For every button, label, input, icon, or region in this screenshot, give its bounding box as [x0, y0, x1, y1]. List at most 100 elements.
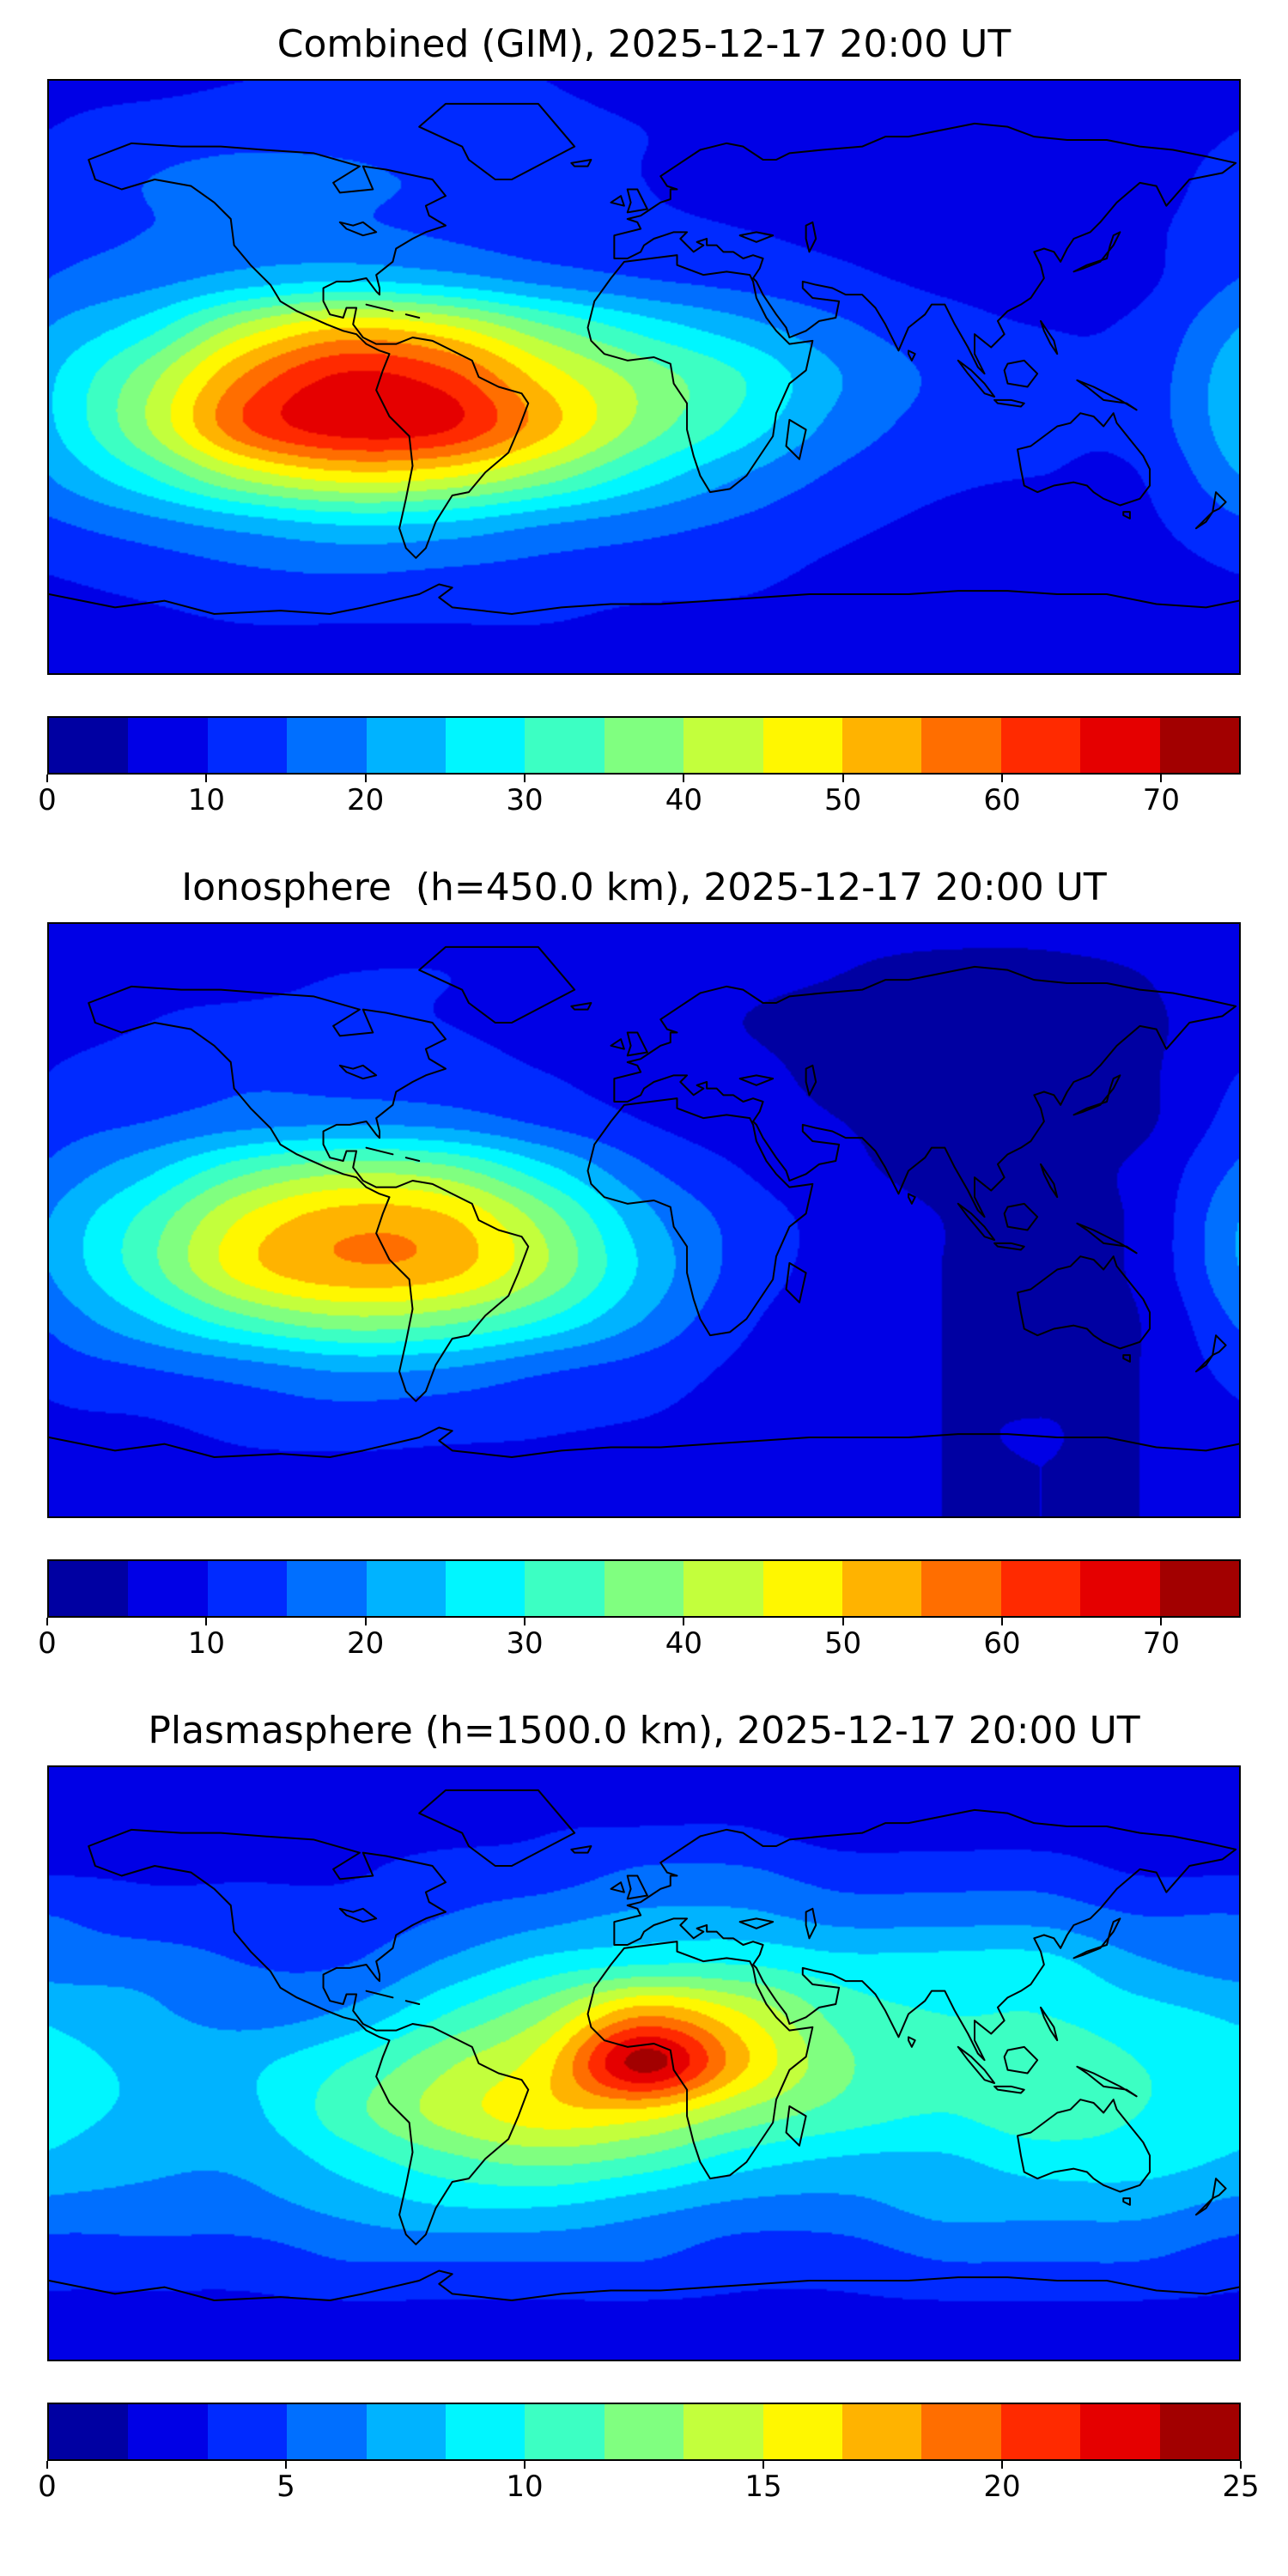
colorbar-tick-mark [524, 1618, 526, 1625]
colorbar-tick-mark [762, 2461, 764, 2469]
colorbar-tick-mark [683, 775, 685, 782]
colorbar-segment [1080, 1561, 1160, 1616]
colorbar-tick-label: 60 [983, 1626, 1021, 1661]
colorbar-segment [128, 718, 208, 773]
colorbar-segment [287, 1561, 367, 1616]
colorbar-segment [366, 2404, 447, 2459]
map-combined [47, 79, 1241, 675]
colorbar-segment [128, 2404, 208, 2459]
colorbar-tick-label: 20 [983, 2470, 1021, 2504]
tec-heatmap-canvas-plasmasphere [49, 1767, 1239, 2360]
colorbar-segment [49, 2404, 129, 2459]
colorbar-tick-mark [1001, 2461, 1003, 2469]
colorbar-segment [366, 1561, 447, 1616]
colorbar-segment [525, 2404, 605, 2459]
colorbar-combined [47, 716, 1241, 775]
colorbar-tick-label: 20 [347, 1626, 385, 1661]
colorbar-tick-mark [1001, 775, 1003, 782]
colorbar-tick-mark [1240, 2461, 1242, 2469]
colorbar-tick-mark [841, 775, 844, 782]
colorbar-tick-label: 0 [38, 1626, 57, 1661]
colorbar-segment [1159, 718, 1240, 773]
colorbar-tick-label: 0 [38, 2470, 57, 2504]
colorbar-segment [525, 718, 605, 773]
colorbar-tick-label: 50 [824, 1626, 862, 1661]
colorbar-segment [604, 718, 684, 773]
colorbar-segment [207, 2404, 288, 2459]
coastlines-overlay [49, 924, 1239, 1516]
panel-title-combined: Combined (GIM), 2025-12-17 20:00 UT [276, 22, 1012, 66]
colorbar-tick-label: 10 [506, 2470, 544, 2504]
colorbar-segment [762, 2404, 843, 2459]
colorbar-tick-label: 70 [1142, 783, 1180, 817]
colorbar-segment [446, 718, 526, 773]
colorbar-segment [1159, 1561, 1240, 1616]
colorbar-tick-mark [524, 2461, 526, 2469]
map-plasmasphere [47, 1765, 1241, 2361]
panel-title-plasmasphere: Plasmasphere (h=1500.0 km), 2025-12-17 2… [148, 1709, 1140, 1753]
colorbar-segment [287, 2404, 367, 2459]
map-ionosphere [47, 922, 1241, 1518]
colorbar-segment [921, 2404, 1001, 2459]
colorbar-tick-mark [683, 1618, 685, 1625]
colorbar-segment [921, 718, 1001, 773]
colorbar-ticks-plasmasphere: 0 5 10 15 20 25 [38, 2461, 1260, 2506]
colorbar-segment [49, 718, 129, 773]
colorbar-ticks-ionosphere: 0 10 20 30 40 50 60 70 [38, 1618, 1241, 1662]
colorbar-segment [1000, 1561, 1081, 1616]
colorbar-segment [1000, 718, 1081, 773]
colorbar-tick-label: 40 [665, 1626, 702, 1661]
tec-heatmap-canvas-combined [49, 81, 1239, 673]
colorbar-tick-mark [46, 2461, 48, 2469]
colorbar-segment [683, 1561, 763, 1616]
colorbar-segment [207, 718, 288, 773]
colorbar-segment [128, 1561, 208, 1616]
colorbar-segment [1080, 2404, 1160, 2459]
colorbar-tick-label: 10 [187, 783, 225, 817]
panel-combined: Combined (GIM), 2025-12-17 20:00 UT 0 10 2… [0, 0, 1288, 819]
colorbar-segment [49, 1561, 129, 1616]
colorbar-tick-label: 10 [187, 1626, 225, 1661]
colorbar-tick-label: 20 [347, 783, 385, 817]
colorbar-segment [207, 1561, 288, 1616]
colorbar-segment [1159, 2404, 1240, 2459]
colorbar-tick-label: 25 [1222, 2470, 1260, 2504]
colorbar-tick-mark [841, 1618, 844, 1625]
colorbar-tick-mark [1160, 775, 1163, 782]
colorbar-tick-mark [285, 2461, 287, 2469]
colorbar-segment [762, 1561, 843, 1616]
coastlines-overlay [49, 81, 1239, 673]
colorbar-segment [762, 718, 843, 773]
colorbar-segment [683, 2404, 763, 2459]
colorbar-tick-label: 60 [983, 783, 1021, 817]
colorbar-tick-label: 5 [276, 2470, 295, 2504]
colorbar-segment [287, 718, 367, 773]
colorbar-segment [842, 718, 922, 773]
colorbar-segment [1000, 2404, 1081, 2459]
colorbar-tick-mark [364, 775, 367, 782]
colorbar-ionosphere [47, 1559, 1241, 1618]
colorbar-ticks-combined: 0 10 20 30 40 50 60 70 [38, 775, 1241, 819]
colorbar-segment [604, 2404, 684, 2459]
colorbar-segment [366, 718, 447, 773]
panel-plasmasphere: Plasmasphere (h=1500.0 km), 2025-12-17 2… [0, 1662, 1288, 2506]
colorbar-tick-mark [205, 775, 208, 782]
colorbar-segment [604, 1561, 684, 1616]
colorbar-tick-label: 30 [506, 783, 544, 817]
colorbar-segment [842, 1561, 922, 1616]
colorbar-tick-label: 30 [506, 1626, 544, 1661]
colorbar-tick-label: 0 [38, 783, 57, 817]
colorbar-tick-label: 50 [824, 783, 862, 817]
colorbar-tick-label: 70 [1142, 1626, 1180, 1661]
colorbar-tick-mark [524, 775, 526, 782]
colorbar-tick-mark [364, 1618, 367, 1625]
colorbar-tick-label: 15 [744, 2470, 782, 2504]
colorbar-tick-mark [46, 775, 48, 782]
panel-ionosphere: Ionosphere (h=450.0 km), 2025-12-17 20:0… [0, 819, 1288, 1662]
panel-title-ionosphere: Ionosphere (h=450.0 km), 2025-12-17 20:0… [181, 866, 1107, 909]
colorbar-plasmasphere [47, 2403, 1241, 2461]
colorbar-segment [525, 1561, 605, 1616]
coastlines-overlay [49, 1767, 1239, 2360]
colorbar-tick-mark [46, 1618, 48, 1625]
colorbar-segment [446, 2404, 526, 2459]
